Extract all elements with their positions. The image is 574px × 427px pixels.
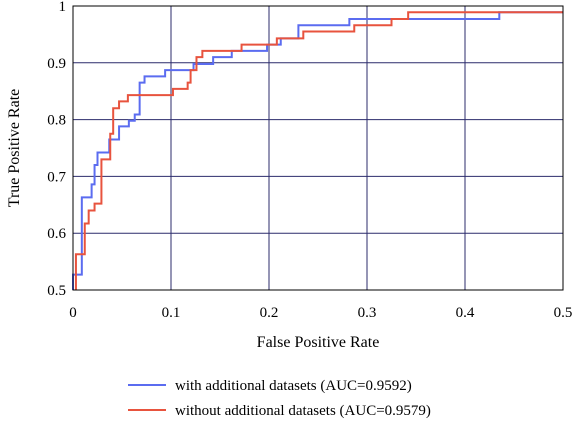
y-tick-labels: 0.5 0.6 0.7 0.8 0.9 1 xyxy=(47,0,66,299)
series-line-2 xyxy=(74,11,563,290)
plot-frame xyxy=(72,5,564,291)
grid-lines xyxy=(73,6,563,290)
y-axis-label: True Positive Rate xyxy=(6,89,23,208)
y-tick-label: 1 xyxy=(59,0,67,15)
x-tick-label: 0.2 xyxy=(260,305,279,321)
x-tick-label: 0.4 xyxy=(456,305,475,321)
legend-label-series-1: with additional datasets (AUC=0.9592) xyxy=(175,378,412,394)
y-tick-label: 0.7 xyxy=(47,169,66,185)
x-tick-label: 0.5 xyxy=(554,305,573,321)
legend: with additional datasets (AUC=0.9592) wi… xyxy=(128,378,431,419)
y-tick-label: 0.9 xyxy=(47,56,66,72)
plot-background xyxy=(73,6,563,290)
y-tick-label: 0.6 xyxy=(47,226,66,242)
x-axis-label: False Positive Rate xyxy=(257,334,380,351)
x-tick-label: 0.3 xyxy=(358,305,377,321)
y-tick-label: 0.8 xyxy=(47,113,66,129)
x-tick-label: 0 xyxy=(69,305,77,321)
series-layer xyxy=(72,11,563,290)
x-tick-label: 0.1 xyxy=(162,305,181,321)
legend-label-series-2: without additional datasets (AUC=0.9579) xyxy=(175,403,431,419)
x-tick-labels: 0 0.1 0.2 0.3 0.4 0.5 xyxy=(69,305,572,321)
y-tick-label: 0.5 xyxy=(47,283,66,299)
